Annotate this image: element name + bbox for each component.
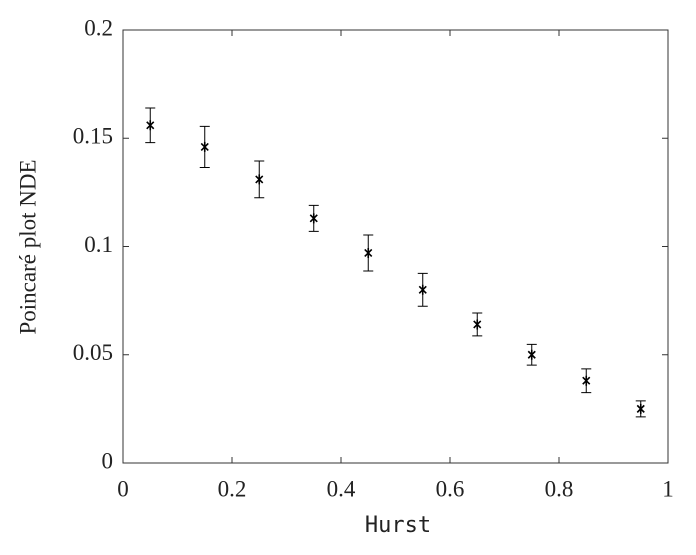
y-tick-label: 0.2	[84, 15, 113, 40]
plot-frame	[122, 29, 669, 464]
x-tick-label: 0.8	[545, 476, 574, 501]
x-tick-label: 0.6	[436, 476, 465, 501]
y-axis-label: Poincaré plot NDE	[15, 159, 40, 334]
y-tick-label: 0.05	[73, 340, 113, 365]
x-tick-label: 0.2	[218, 476, 247, 501]
data-point	[527, 349, 536, 360]
x-tick-label: 0.4	[327, 476, 356, 501]
data-point	[418, 284, 427, 295]
data-point	[636, 403, 645, 414]
data-point	[200, 141, 209, 152]
x-tick-label: 1	[662, 476, 674, 501]
data-point	[364, 247, 373, 258]
data-point	[146, 120, 155, 131]
data-point	[582, 375, 591, 386]
x-tick-label: 0	[117, 476, 129, 501]
data-point	[473, 319, 482, 330]
data-point	[309, 213, 318, 224]
y-tick-label: 0.15	[73, 124, 113, 149]
y-tick-label: 0.1	[84, 232, 113, 257]
y-tick-label: 0	[102, 448, 114, 473]
x-axis-label: Hurst	[365, 513, 431, 538]
data-point	[255, 174, 264, 185]
